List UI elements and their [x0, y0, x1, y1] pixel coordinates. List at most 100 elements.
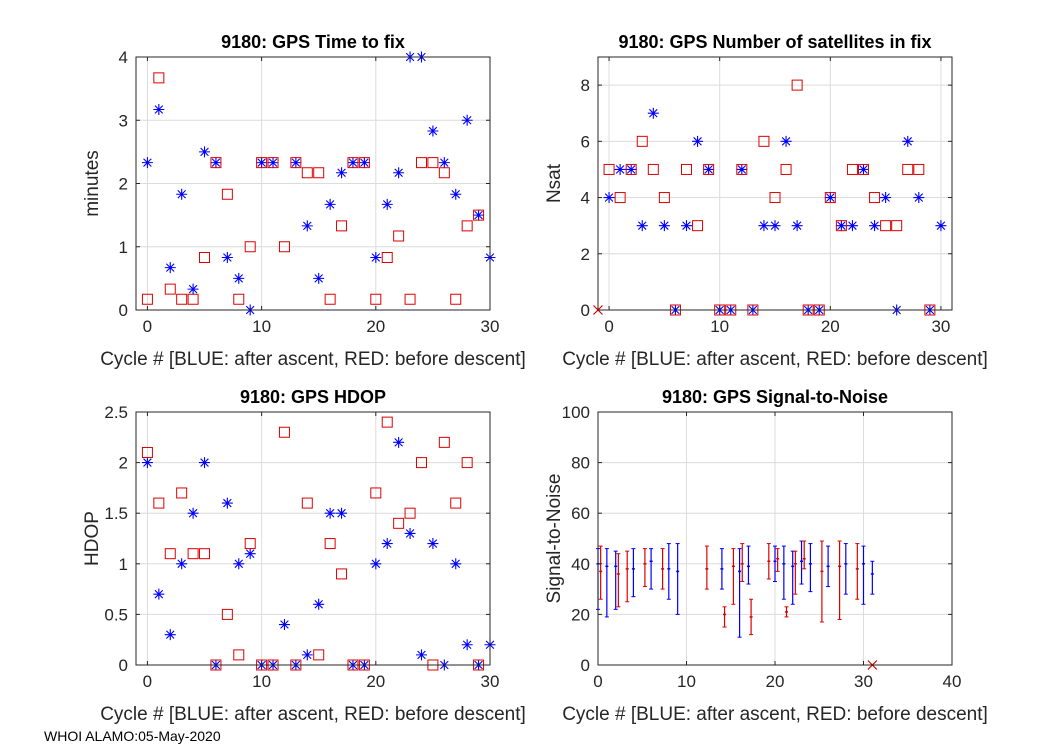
data-point-square: [324, 293, 336, 305]
footer-label: WHOI ALAMO:05-May-2020: [44, 728, 221, 744]
data-point-square: [869, 192, 881, 204]
data-point-asterisk: [141, 457, 153, 469]
axes-frame: [597, 56, 953, 311]
x-tick-label: 30: [931, 317, 950, 336]
data-point-square: [647, 163, 659, 175]
x-tick-label: 20: [366, 317, 385, 336]
data-point-square: [324, 538, 336, 550]
data-point-square: [858, 163, 869, 175]
chart-title: 9180: GPS HDOP: [240, 387, 386, 407]
chart-title: 9180: GPS Time to fix: [221, 32, 405, 52]
data-point-square: [301, 167, 313, 179]
data-point-square: [404, 293, 416, 305]
data-point-asterisk: [199, 146, 211, 158]
y-tick-label: 2: [119, 454, 128, 473]
y-tick-label: 1: [119, 238, 128, 257]
data-point-square: [187, 548, 199, 560]
data-point-asterisk: [427, 538, 439, 550]
y-tick-label: 1: [119, 555, 128, 574]
y-tick-label: 0.5: [104, 605, 128, 624]
x-tick-label: 0: [593, 672, 602, 691]
data-point-square: [415, 457, 427, 469]
data-point-asterisk: [176, 188, 188, 200]
y-tick-label: 3: [119, 111, 128, 130]
data-point-asterisk: [415, 649, 427, 661]
data-point-square: [153, 72, 165, 84]
data-point-square: [336, 220, 348, 232]
data-point-square: [244, 241, 256, 253]
data-point-square: [199, 252, 211, 264]
data-point-square: [769, 192, 781, 204]
data-point-asterisk: [791, 220, 803, 232]
data-point-square: [393, 230, 405, 242]
data-point-square: [692, 220, 704, 232]
data-point-asterisk: [176, 558, 188, 570]
data-point-square: [791, 79, 803, 91]
data-point-square: [164, 548, 176, 560]
data-point-square: [404, 507, 416, 519]
x-axis-label: Cycle # [BLUE: after ascent, RED: before…: [100, 349, 526, 370]
data-point-asterisk: [336, 167, 348, 179]
data-point-square: [473, 209, 485, 221]
data-point-asterisk: [313, 598, 325, 610]
data-point-asterisk: [758, 220, 770, 232]
data-point-asterisk: [244, 548, 256, 560]
data-point-asterisk: [370, 558, 382, 570]
data-point-asterisk: [393, 167, 405, 179]
data-point-square: [164, 283, 176, 295]
data-point-asterisk: [450, 558, 462, 570]
data-point-square: [313, 167, 325, 179]
data-point-asterisk: [164, 262, 176, 274]
x-tick-label: 10: [710, 317, 729, 336]
data-point-asterisk: [450, 188, 462, 200]
data-point-asterisk: [233, 272, 245, 284]
data-point-square: [221, 188, 233, 200]
data-point-square: [824, 192, 836, 204]
data-point-square: [313, 649, 325, 661]
data-point-asterisk: [647, 107, 659, 119]
data-point-square: [336, 568, 348, 580]
y-tick-label: 4: [119, 48, 128, 67]
axes-background: [135, 411, 491, 666]
data-point-square: [891, 220, 903, 232]
data-point-asterisk: [336, 507, 348, 519]
data-point-square: [187, 293, 199, 305]
data-point-square: [176, 487, 188, 499]
x-axis-label: Cycle # [BLUE: after ascent, RED: before…: [100, 704, 526, 725]
x-tick-label: 0: [604, 317, 613, 336]
data-point-square: [290, 157, 302, 169]
x-tick-label: 20: [821, 317, 840, 336]
data-point-asterisk: [324, 507, 336, 519]
data-point-asterisk: [824, 192, 836, 204]
data-point-asterisk: [692, 135, 704, 147]
data-point-square: [278, 426, 290, 438]
data-point-square: [736, 163, 748, 175]
data-point-asterisk: [846, 220, 858, 232]
data-point-asterisk: [880, 192, 892, 204]
y-tick-label: 0: [581, 656, 590, 675]
data-point-asterisk: [736, 163, 748, 175]
data-point-asterisk: [210, 157, 222, 169]
data-point-asterisk: [935, 220, 947, 232]
y-tick-label: 2: [581, 245, 590, 264]
data-point-square: [438, 167, 450, 179]
data-point-asterisk: [625, 163, 637, 175]
y-tick-label: 6: [581, 132, 590, 151]
data-point-square: [347, 157, 359, 169]
data-point-square: [244, 538, 256, 550]
data-point-asterisk: [290, 157, 302, 169]
y-tick-label: 80: [571, 454, 590, 473]
x-tick-label: 30: [481, 317, 500, 336]
data-point-square: [835, 220, 847, 232]
data-point-square: [153, 497, 165, 509]
data-point-asterisk: [427, 125, 439, 137]
data-point-asterisk: [370, 252, 382, 264]
data-point-asterisk: [256, 157, 268, 169]
y-tick-label: 60: [571, 504, 590, 523]
data-point-square: [681, 163, 692, 175]
y-axis-label: Signal-to-Noise: [544, 474, 565, 604]
y-tick-label: 2.5: [104, 403, 128, 422]
data-point-square: [902, 163, 914, 175]
data-point-square: [450, 497, 462, 509]
y-tick-label: 20: [571, 605, 590, 624]
